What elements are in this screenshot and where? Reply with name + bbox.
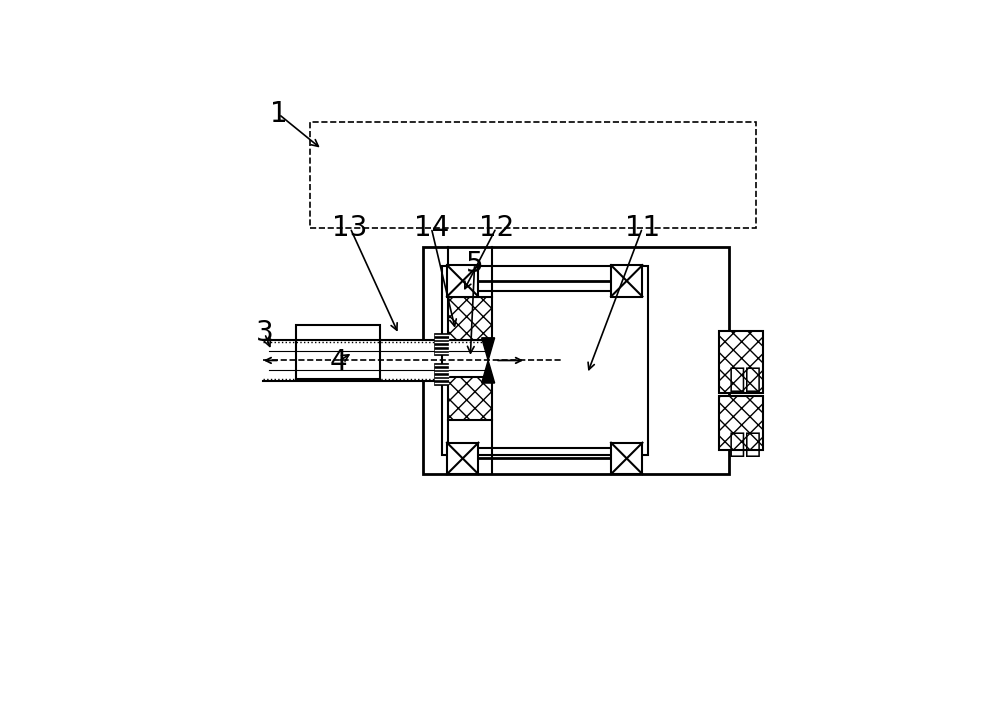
Text: 5: 5 xyxy=(466,250,483,278)
Bar xyxy=(719,396,763,450)
Text: 真空: 真空 xyxy=(729,366,762,394)
Bar xyxy=(447,443,478,474)
Bar xyxy=(611,265,642,297)
Text: 4: 4 xyxy=(329,347,347,375)
Bar xyxy=(263,340,485,381)
Text: 1: 1 xyxy=(270,100,287,128)
Text: 11: 11 xyxy=(625,214,660,242)
Text: 12: 12 xyxy=(479,214,514,242)
Text: 14: 14 xyxy=(414,214,449,242)
Bar xyxy=(442,266,648,455)
Polygon shape xyxy=(482,338,495,361)
Text: 真空: 真空 xyxy=(729,430,762,458)
Bar xyxy=(434,363,448,385)
Bar xyxy=(448,297,492,340)
Bar xyxy=(296,325,380,380)
Bar xyxy=(719,330,763,393)
Text: 13: 13 xyxy=(332,214,368,242)
Text: 3: 3 xyxy=(256,319,273,347)
Bar xyxy=(434,333,448,355)
Bar xyxy=(423,247,729,474)
Bar xyxy=(447,265,478,297)
Polygon shape xyxy=(482,361,495,383)
Bar xyxy=(611,443,642,474)
Bar xyxy=(310,122,756,228)
Bar xyxy=(448,377,492,420)
